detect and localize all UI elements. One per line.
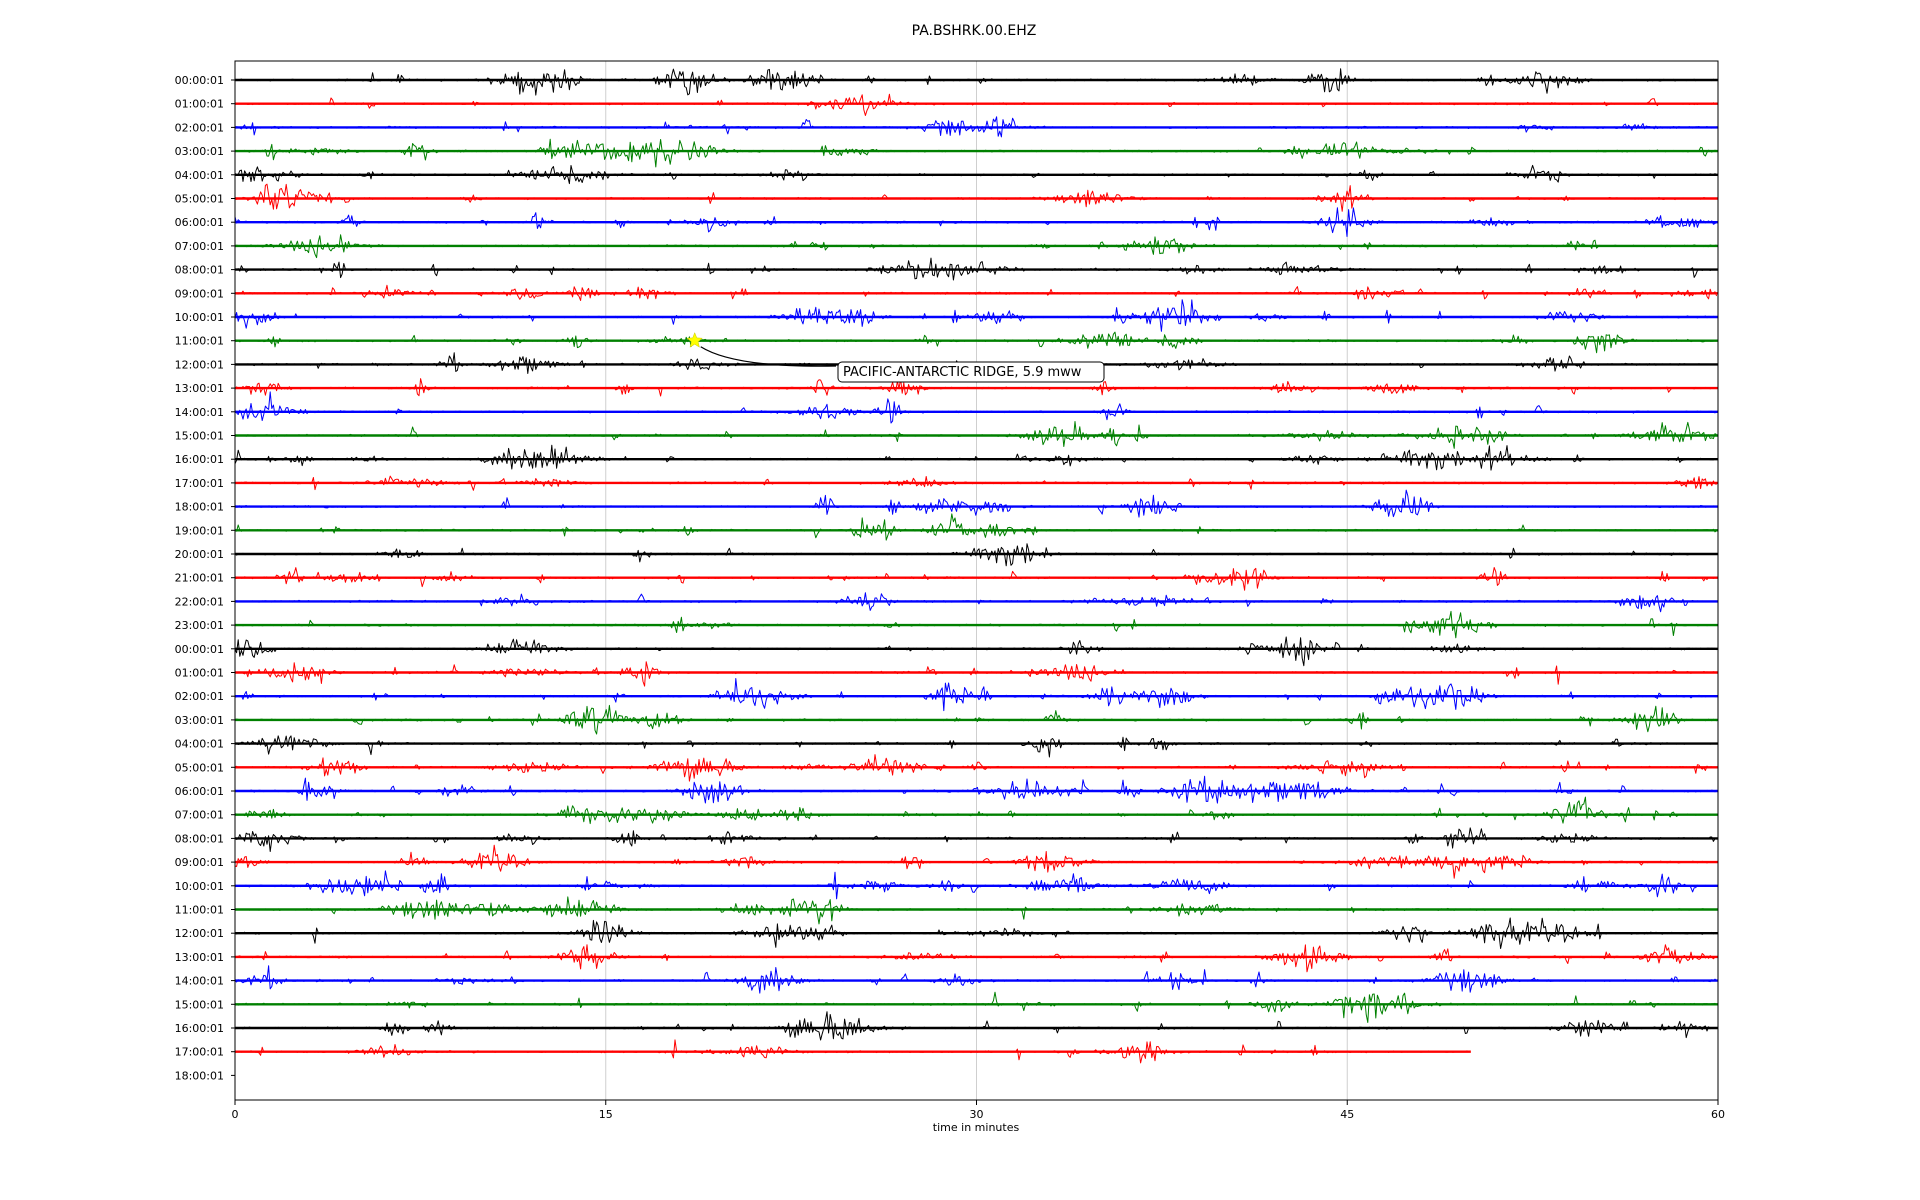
seismic-trace: [234, 331, 1717, 354]
row-label: 05:00:01: [175, 761, 224, 774]
plot-frame: [234, 60, 1719, 1101]
seismic-trace: [234, 391, 1717, 424]
seismic-trace: [234, 827, 1717, 852]
row-label: 13:00:01: [175, 951, 224, 964]
row-label: 01:00:01: [175, 98, 224, 111]
x-axis-label: time in minutes: [933, 1121, 1020, 1134]
row-label: 03:00:01: [175, 145, 224, 158]
row-label: 07:00:01: [175, 240, 224, 253]
row-label: 10:00:01: [175, 880, 224, 893]
row-label: 19:00:01: [175, 524, 224, 537]
grid-lines: [605, 61, 1348, 1100]
row-label: 03:00:01: [175, 714, 224, 727]
row-label: 11:00:01: [175, 335, 224, 348]
row-label: 09:00:01: [175, 856, 224, 869]
row-label: 16:00:01: [175, 1022, 224, 1035]
row-label: 12:00:01: [175, 927, 224, 940]
row-label: 13:00:01: [175, 382, 224, 395]
row-label: 17:00:01: [175, 477, 224, 490]
row-label: 11:00:01: [175, 904, 224, 917]
row-label: 08:00:01: [175, 264, 224, 277]
seismic-trace: [234, 678, 1717, 712]
event-star-marker: [686, 332, 703, 348]
row-label: 15:00:01: [175, 998, 224, 1011]
row-label: 18:00:01: [175, 1069, 224, 1082]
row-label: 10:00:01: [175, 311, 224, 324]
seismic-trace: [234, 735, 1717, 758]
seismic-trace: [234, 796, 1717, 825]
seismic-trace: [234, 944, 1717, 973]
row-label: 07:00:01: [175, 809, 224, 822]
x-tick-label: 15: [599, 1108, 613, 1121]
event-annotation: PACIFIC-ANTARCTIC RIDGE, 5.9 mww: [686, 332, 1105, 383]
annotation-label: PACIFIC-ANTARCTIC RIDGE, 5.9 mww: [843, 365, 1082, 380]
seismic-trace: [234, 661, 1717, 687]
row-label: 01:00:01: [175, 667, 224, 680]
seismic-trace: [234, 1011, 1717, 1041]
traces: [234, 68, 1718, 1064]
row-label: 22:00:01: [175, 595, 224, 608]
x-tick-label: 0: [232, 1108, 239, 1121]
seismic-trace: [234, 68, 1717, 96]
seismic-trace: [234, 489, 1717, 518]
seismic-trace: [234, 138, 1717, 168]
chart-title: PA.BSHRK.00.EHZ: [912, 23, 1037, 39]
seismic-trace: [234, 444, 1717, 471]
x-axis: 0 15 30 45 60: [232, 1100, 1725, 1121]
row-label: 04:00:01: [175, 738, 224, 751]
row-label: 00:00:01: [175, 74, 224, 87]
annotation-box: [837, 361, 1105, 383]
x-tick-label: 45: [1340, 1108, 1354, 1121]
row-label: 16:00:01: [175, 453, 224, 466]
row-label: 04:00:01: [175, 169, 224, 182]
seismic-trace: [234, 299, 1717, 332]
seismic-trace: [234, 991, 1717, 1023]
seismic-trace: [234, 513, 1717, 541]
row-labels: 00:00:01 01:00:01 02:00:01 03:00:01 04:00:01…: [175, 74, 235, 1082]
seismic-trace: [234, 775, 1717, 804]
row-label: 14:00:01: [175, 975, 224, 988]
x-tick-label: 30: [970, 1108, 984, 1121]
row-label: 05:00:01: [175, 193, 224, 206]
row-label: 12:00:01: [175, 358, 224, 371]
row-label: 00:00:01: [175, 643, 224, 656]
row-label: 18:00:01: [175, 501, 224, 514]
row-label: 17:00:01: [175, 1046, 224, 1059]
row-label: 02:00:01: [175, 121, 224, 134]
seismic-trace: [234, 636, 1717, 667]
row-label: 20:00:01: [175, 548, 224, 561]
row-label: 21:00:01: [175, 572, 224, 585]
row-label: 08:00:01: [175, 832, 224, 845]
row-label: 14:00:01: [175, 406, 224, 419]
row-label: 06:00:01: [175, 785, 224, 798]
annotation-arrow: [700, 346, 837, 367]
row-label: 23:00:01: [175, 619, 224, 632]
x-tick-label: 60: [1711, 1108, 1725, 1121]
row-label: 09:00:01: [175, 287, 224, 300]
row-label: 15:00:01: [175, 430, 224, 443]
row-label: 02:00:01: [175, 690, 224, 703]
row-label: 06:00:01: [175, 216, 224, 229]
